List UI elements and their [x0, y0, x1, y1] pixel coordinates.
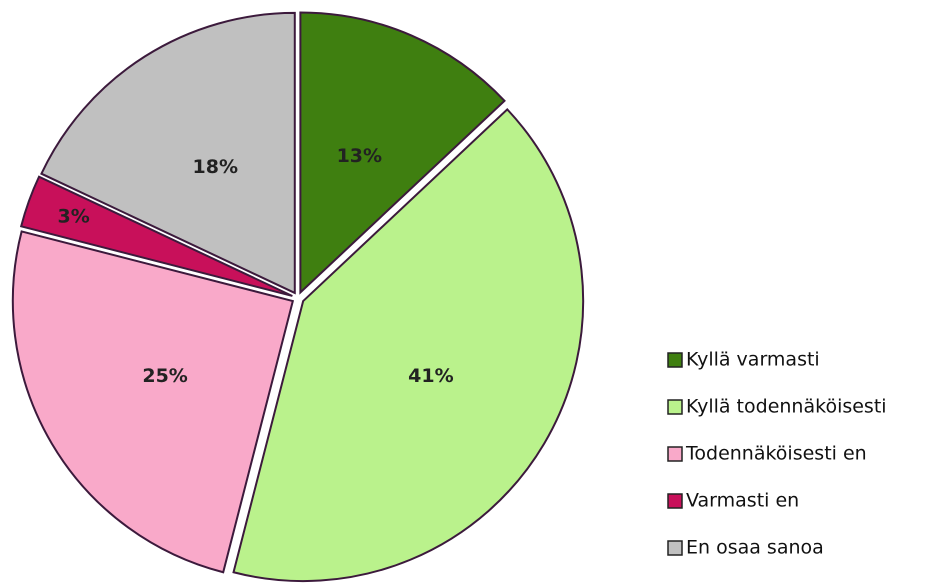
- legend-swatch: [667, 446, 683, 462]
- data-label: 13%: [337, 145, 382, 167]
- legend-swatch: [667, 493, 683, 509]
- pie-slice: [232, 107, 585, 583]
- pie-slice: [11, 230, 295, 574]
- data-label: 25%: [142, 365, 187, 387]
- legend-swatch: [667, 540, 683, 556]
- legend-label: Kyllä varmasti: [686, 349, 820, 371]
- pie-slice: [40, 11, 296, 295]
- pie-slice: [299, 11, 506, 295]
- pie-slice: [19, 175, 293, 297]
- data-label: 18%: [193, 156, 238, 178]
- legend-swatch: [667, 399, 683, 415]
- data-label: 41%: [408, 365, 453, 387]
- legend-swatch: [667, 352, 683, 368]
- legend-label: En osaa sanoa: [686, 537, 824, 559]
- data-label: 3%: [58, 206, 90, 228]
- legend-label: Todennäköisesti en: [685, 443, 867, 465]
- legend-label: Varmasti en: [686, 490, 799, 512]
- legend-label: Kyllä todennäköisesti: [686, 396, 887, 418]
